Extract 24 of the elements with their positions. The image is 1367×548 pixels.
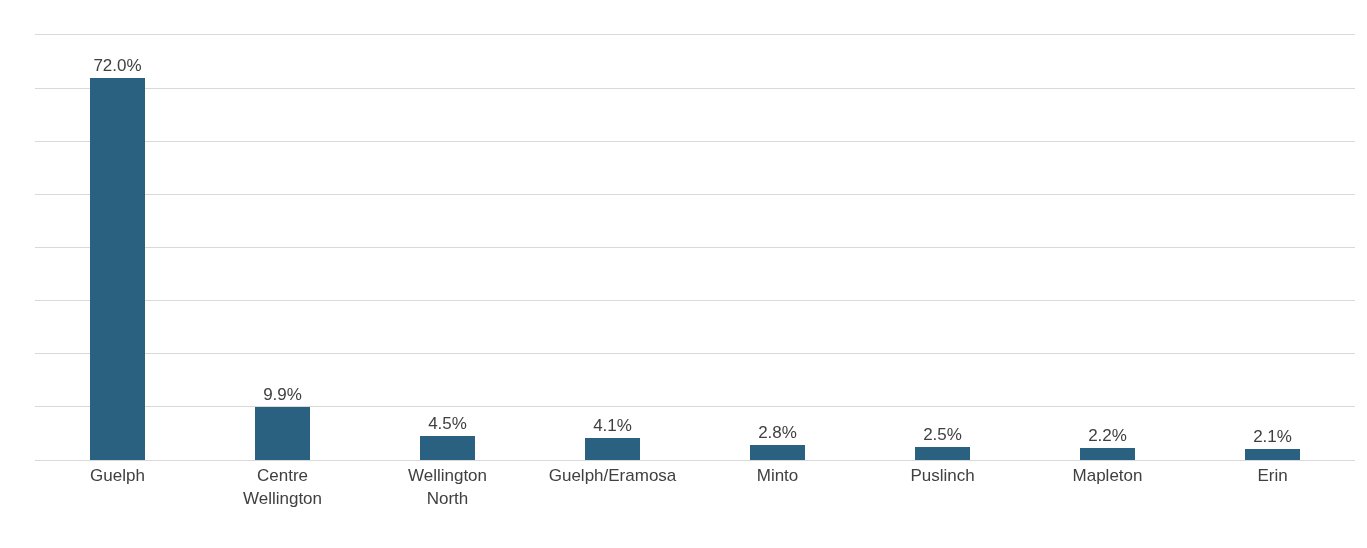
data-label: 2.2% [1088,426,1127,445]
bar [1245,449,1300,460]
x-tick-label: Centre Wellington [242,466,323,508]
x-tick-label: Erin [1257,466,1288,486]
data-label: 2.8% [758,423,797,442]
data-label: 2.5% [923,425,962,444]
x-tick-label: Guelph/Eramosa [548,466,677,486]
data-label: 4.1% [593,416,632,435]
bar [585,438,640,460]
data-label: 2.1% [1253,427,1292,446]
bar [1080,448,1135,460]
bar [750,445,805,460]
x-tick-label: Mapleton [1072,466,1143,486]
data-label: 9.9% [263,385,302,404]
bar [90,78,145,460]
data-label: 4.5% [428,414,467,433]
x-tick-label: Puslinch [910,466,975,486]
x-tick-label: Guelph [90,466,145,486]
data-label: 72.0% [93,56,142,75]
bar [915,447,970,460]
x-tick-label: Wellington North [407,466,488,508]
bar [420,436,475,460]
x-tick-label: Minto [756,466,799,486]
bar [255,407,310,460]
